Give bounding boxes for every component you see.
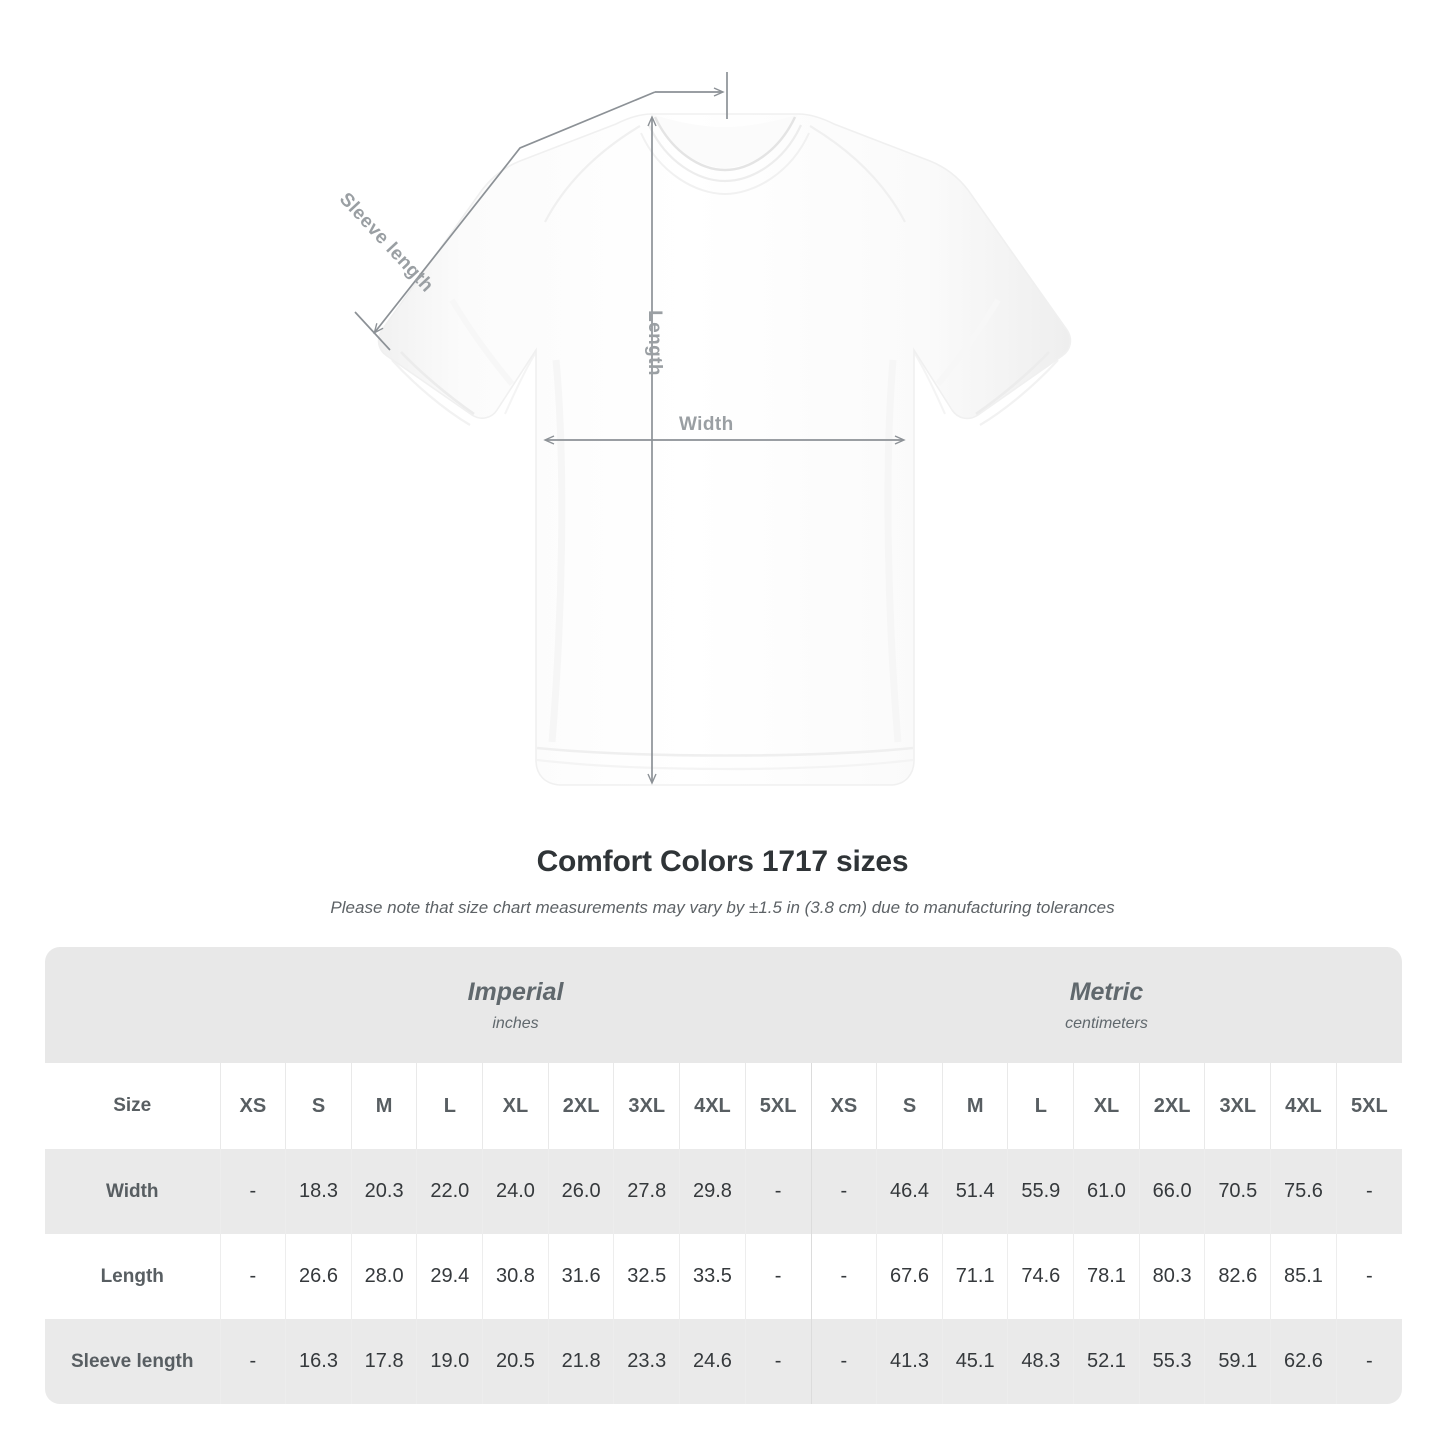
unit-name-imperial: Imperial	[467, 977, 564, 1006]
cell-sleeve-length-metric-3xl: 59.1	[1204, 1319, 1272, 1404]
cell-sleeve-length-imperial-xl: 20.5	[482, 1319, 549, 1404]
cell-length-imperial-xl: 30.8	[482, 1234, 549, 1319]
header-size-metric-3xl: 3XL	[1204, 1063, 1272, 1149]
cell-width-metric-xl: 61.0	[1073, 1149, 1140, 1234]
cell-width-imperial-2xl: 26.0	[548, 1149, 615, 1234]
cell-sleeve-length-metric-s: 41.3	[876, 1319, 943, 1404]
row-label-length: Length	[45, 1234, 221, 1319]
size-chart-table: Imperial inches Metric centimeters Size X…	[45, 947, 1402, 1404]
cell-length-imperial-3xl: 32.5	[613, 1234, 681, 1319]
tshirt-diagram: Sleeve length Length Width	[335, 72, 1072, 786]
row-label-sleeve-length: Sleeve length	[45, 1319, 221, 1404]
row-label-width: Width	[45, 1149, 221, 1234]
table-row: Sleeve length -16.3 17.8 19.0 20.5 21.8 23.3 24…	[45, 1319, 1402, 1404]
cell-width-metric-m: 51.4	[942, 1149, 1009, 1234]
header-size-metric-2xl: 2XL	[1139, 1063, 1206, 1149]
cell-width-imperial-s: 18.3	[285, 1149, 352, 1234]
cell-length-metric-xs: -	[811, 1234, 878, 1319]
cell-length-imperial-xs: -	[220, 1234, 287, 1319]
cell-length-metric-3xl: 82.6	[1204, 1234, 1272, 1319]
table-row: Width -18.3 20.3 22.0 24.0 26.0 27.8 29.8- -46.4…	[45, 1149, 1402, 1234]
header-size-imperial-xl: XL	[482, 1063, 549, 1149]
cell-width-metric-2xl: 66.0	[1139, 1149, 1206, 1234]
header-size-imperial-5xl: 5XL	[745, 1063, 812, 1149]
unit-banner-imperial: Imperial inches	[220, 947, 812, 1063]
unit-banner-metric: Metric centimeters	[811, 947, 1402, 1063]
cell-width-metric-3xl: 70.5	[1204, 1149, 1272, 1234]
tolerance-note: Please note that size chart measurements…	[330, 898, 1115, 917]
cell-sleeve-length-metric-2xl: 55.3	[1139, 1319, 1206, 1404]
header-size-metric-l: L	[1007, 1063, 1075, 1149]
shirt-shape	[377, 113, 1072, 786]
cell-length-metric-xl: 78.1	[1073, 1234, 1140, 1319]
cell-sleeve-length-imperial-2xl: 21.8	[548, 1319, 615, 1404]
cell-length-imperial-5xl: -	[745, 1234, 812, 1319]
cell-width-imperial-xs: -	[220, 1149, 287, 1234]
cell-sleeve-length-imperial-4xl: 24.6	[679, 1319, 746, 1404]
cell-length-imperial-s: 26.6	[285, 1234, 352, 1319]
cell-sleeve-length-metric-xs: -	[811, 1319, 878, 1404]
header-size-metric-s: S	[876, 1063, 943, 1149]
cell-width-metric-4xl: 75.6	[1270, 1149, 1337, 1234]
cell-sleeve-length-imperial-s: 16.3	[285, 1319, 352, 1404]
cell-width-metric-s: 46.4	[876, 1149, 943, 1234]
table-row: Length -26.6 28.0 29.4 30.8 31.6 32.5 33.5- -67.…	[45, 1234, 1402, 1319]
cell-width-metric-5xl: -	[1336, 1149, 1402, 1234]
cell-sleeve-length-metric-l: 48.3	[1007, 1319, 1075, 1404]
cell-length-imperial-l: 29.4	[416, 1234, 484, 1319]
header-size-imperial-m: M	[351, 1063, 418, 1149]
header-size-metric-m: M	[942, 1063, 1009, 1149]
cell-sleeve-length-imperial-m: 17.8	[351, 1319, 418, 1404]
cell-width-imperial-xl: 24.0	[482, 1149, 549, 1234]
unit-sub-metric: centimeters	[1065, 1015, 1148, 1033]
length-label: Length	[643, 310, 665, 376]
cell-sleeve-length-imperial-3xl: 23.3	[613, 1319, 681, 1404]
cell-sleeve-length-metric-m: 45.1	[942, 1319, 1009, 1404]
cell-length-metric-4xl: 85.1	[1270, 1234, 1337, 1319]
header-size-metric-4xl: 4XL	[1270, 1063, 1337, 1149]
cell-length-imperial-2xl: 31.6	[548, 1234, 615, 1319]
header-size-imperial-3xl: 3XL	[613, 1063, 681, 1149]
unit-banner-row: Imperial inches Metric centimeters	[45, 947, 1402, 1063]
header-size-imperial-xs: XS	[220, 1063, 287, 1149]
cell-width-imperial-3xl: 27.8	[613, 1149, 681, 1234]
cell-sleeve-length-imperial-5xl: -	[745, 1319, 812, 1404]
unit-name-metric: Metric	[1069, 977, 1144, 1006]
caption-block: Comfort Colors 1717 sizes Please note th…	[0, 845, 1445, 918]
unit-banner-spacer	[45, 947, 220, 1063]
header-size-imperial-4xl: 4XL	[679, 1063, 746, 1149]
header-size-imperial-s: S	[285, 1063, 352, 1149]
header-size-imperial-l: L	[416, 1063, 484, 1149]
cell-sleeve-length-metric-5xl: -	[1336, 1319, 1402, 1404]
header-size-metric-xl: XL	[1073, 1063, 1140, 1149]
header-size-metric-5xl: 5XL	[1336, 1063, 1402, 1149]
cell-sleeve-length-metric-xl: 52.1	[1073, 1319, 1140, 1404]
header-size-metric-xs: XS	[811, 1063, 878, 1149]
cell-length-metric-5xl: -	[1336, 1234, 1402, 1319]
header-size-imperial-2xl: 2XL	[548, 1063, 615, 1149]
cell-width-imperial-5xl: -	[745, 1149, 812, 1234]
header-size-label: Size	[45, 1063, 221, 1149]
width-label: Width	[679, 414, 734, 435]
cell-width-imperial-4xl: 29.8	[679, 1149, 746, 1234]
cell-length-metric-s: 67.6	[876, 1234, 943, 1319]
cell-sleeve-length-imperial-xs: -	[220, 1319, 287, 1404]
cell-width-metric-l: 55.9	[1007, 1149, 1075, 1234]
cell-length-imperial-m: 28.0	[351, 1234, 418, 1319]
cell-length-imperial-4xl: 33.5	[679, 1234, 746, 1319]
cell-sleeve-length-imperial-l: 19.0	[416, 1319, 484, 1404]
unit-sub-imperial: inches	[492, 1015, 539, 1033]
cell-length-metric-l: 74.6	[1007, 1234, 1075, 1319]
tshirt-illustration	[354, 72, 1072, 786]
size-header-row: Size XS S M L XL 2XL 3XL 4XL 5XL XS S M L XL 2XL 3XL 4XL 5…	[45, 1063, 1402, 1149]
cell-width-imperial-l: 22.0	[416, 1149, 484, 1234]
measurement-lines	[354, 72, 906, 785]
measurements-table: Imperial inches Metric centimeters Size X…	[45, 947, 1402, 1404]
cell-width-metric-xs: -	[811, 1149, 878, 1234]
cell-length-metric-2xl: 80.3	[1139, 1234, 1206, 1319]
cell-length-metric-m: 71.1	[942, 1234, 1009, 1319]
cell-sleeve-length-metric-4xl: 62.6	[1270, 1319, 1337, 1404]
page-title: Comfort Colors 1717 sizes	[536, 845, 909, 878]
cell-width-imperial-m: 20.3	[351, 1149, 418, 1234]
